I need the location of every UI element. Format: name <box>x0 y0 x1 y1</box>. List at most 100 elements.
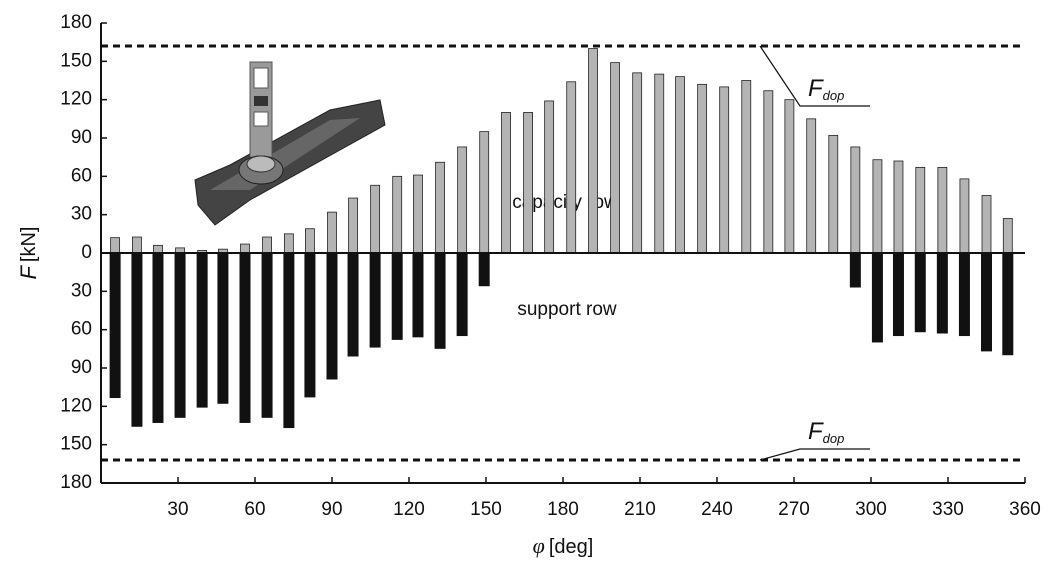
bar <box>742 81 751 254</box>
bar <box>982 196 991 254</box>
y-tick-label: 90 <box>71 357 92 378</box>
bar <box>435 253 446 349</box>
x-tick-label: 330 <box>932 499 964 520</box>
y-tick-label: 90 <box>71 127 92 148</box>
limit-subscript: dop <box>823 88 845 103</box>
y-tick-label: 30 <box>71 204 92 225</box>
bar <box>152 253 163 423</box>
bar <box>850 253 861 288</box>
bar <box>480 132 489 253</box>
bar <box>458 147 467 253</box>
bar <box>371 185 380 253</box>
bar <box>370 253 381 348</box>
bar <box>937 253 948 334</box>
bar <box>894 161 903 253</box>
series-label: support row <box>517 299 617 320</box>
bar <box>851 147 860 253</box>
bar <box>283 253 294 428</box>
bar <box>328 212 337 253</box>
bar <box>633 73 642 253</box>
y-axis-title: F [kN] <box>16 226 41 279</box>
bar <box>764 91 773 253</box>
y-tick-label: 120 <box>60 395 92 416</box>
bar <box>131 253 142 427</box>
bar <box>720 87 729 253</box>
bar <box>110 253 121 398</box>
bar <box>698 84 707 253</box>
bar <box>217 253 228 404</box>
bar <box>262 253 273 418</box>
bar <box>1003 219 1012 254</box>
y-tick-label: 180 <box>60 12 92 33</box>
y-tick-label: 60 <box>71 319 92 340</box>
bar <box>893 253 904 336</box>
bar <box>393 176 402 253</box>
x-tick-label: 180 <box>547 499 579 520</box>
bar <box>175 253 186 418</box>
bar <box>284 234 293 253</box>
x-tick-label: 240 <box>701 499 733 520</box>
limit-subscript: dop <box>823 431 845 446</box>
limit-label: Fdop <box>808 75 844 103</box>
bar <box>349 198 358 253</box>
bar <box>829 135 838 253</box>
y-axis-unit: [kN] <box>18 226 40 262</box>
bar <box>457 253 468 336</box>
bar <box>589 49 598 253</box>
bar <box>676 77 685 253</box>
x-tick-label: 300 <box>855 499 887 520</box>
x-tick-label: 120 <box>393 499 425 520</box>
bar <box>436 162 445 253</box>
y-axis-symbol: F <box>16 265 41 280</box>
chart: F[kN] φ[deg] capacity row support row 18… <box>0 0 1062 565</box>
bar <box>304 253 315 397</box>
bar <box>263 237 272 253</box>
bar <box>872 253 883 342</box>
x-tick-label: 90 <box>321 499 342 520</box>
x-tick-label: 270 <box>778 499 810 520</box>
bar <box>392 253 403 340</box>
y-tick-label: 30 <box>71 280 92 301</box>
bar <box>545 101 554 253</box>
bar <box>413 175 422 253</box>
bar <box>348 253 359 357</box>
bar <box>327 253 338 380</box>
bar <box>153 245 162 253</box>
bar <box>197 253 208 408</box>
bar <box>567 82 576 253</box>
bar <box>240 244 249 253</box>
x-tick-label: 150 <box>470 499 502 520</box>
x-tick-label: 60 <box>244 499 265 520</box>
y-tick-label: 0 <box>81 242 92 263</box>
limit-symbol: F <box>808 418 824 445</box>
bar <box>938 167 947 253</box>
bar <box>132 237 141 253</box>
bar <box>959 253 970 336</box>
bar <box>807 119 816 253</box>
x-tick-label: 210 <box>624 499 656 520</box>
bar <box>111 238 120 253</box>
limit-label: Fdop <box>808 418 844 446</box>
bar <box>785 100 794 253</box>
bar <box>981 253 992 351</box>
bar <box>305 229 314 253</box>
limit-symbol: F <box>808 75 824 102</box>
bar <box>1002 253 1013 355</box>
bar <box>960 179 969 253</box>
limit-leader <box>760 449 870 460</box>
y-tick-label: 120 <box>60 89 92 110</box>
y-tick-label: 150 <box>60 434 92 455</box>
bar <box>479 253 490 286</box>
bar <box>412 253 423 337</box>
y-tick-label: 60 <box>71 165 92 186</box>
bar <box>524 112 533 253</box>
bar <box>239 253 250 423</box>
bar <box>611 63 620 253</box>
x-axis-unit: [deg] <box>549 536 593 558</box>
y-tick-label: 150 <box>60 50 92 71</box>
x-tick-label: 360 <box>1009 499 1041 520</box>
bar <box>655 74 664 253</box>
bar <box>915 253 926 332</box>
x-axis-title: φ[deg] <box>533 533 594 558</box>
bar <box>873 160 882 253</box>
